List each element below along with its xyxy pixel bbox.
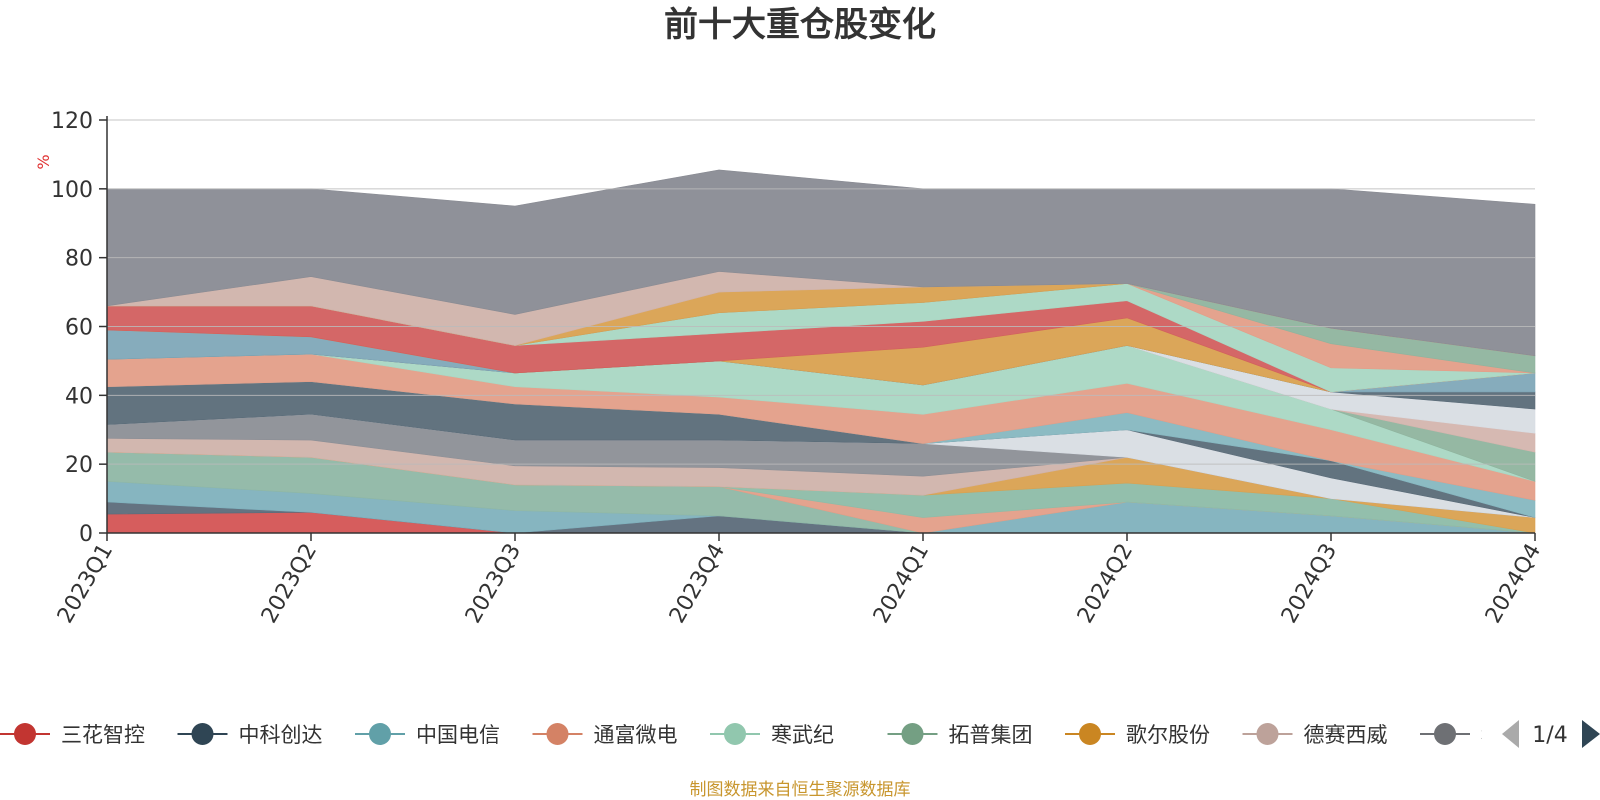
legend-prev-icon[interactable] — [1502, 720, 1519, 748]
y-axis-unit: % — [34, 154, 53, 169]
legend-item-7[interactable]: 歌尔股份 — [1065, 723, 1210, 747]
legend-label: 通富微电 — [594, 723, 678, 747]
legend-item-3[interactable]: 中国电信 — [355, 723, 500, 747]
grid-layer — [107, 119, 1535, 465]
legend-item-8[interactable]: 德赛西威 — [1242, 723, 1388, 747]
legend-page-indicator: 1/4 — [1532, 723, 1567, 748]
x-tick-label-2023Q2: 2023Q2 — [257, 540, 322, 628]
legend-pager-backdrop — [1482, 712, 1600, 758]
x-tick-label-2024Q2: 2024Q2 — [1073, 540, 1138, 628]
legend-marker-icon — [191, 723, 214, 745]
legend-label: 中国电信 — [416, 723, 500, 747]
x-tick-label-2023Q1: 2023Q1 — [53, 540, 118, 628]
legend-label: 寒武纪 — [771, 723, 834, 747]
x-tick-label-2024Q1: 2024Q1 — [869, 540, 934, 628]
legend-marker-icon — [14, 723, 36, 745]
y-tick-label-40: 40 — [65, 384, 93, 409]
y-tick-label-60: 60 — [65, 316, 93, 341]
x-tick-label-2024Q3: 2024Q3 — [1277, 540, 1342, 628]
legend-next-icon[interactable] — [1582, 720, 1600, 748]
legend-marker-icon — [901, 723, 924, 745]
area-series-27 — [106, 169, 1536, 357]
x-tick-label-2023Q3: 2023Q3 — [461, 540, 526, 628]
legend: 三花智控中科创达中国电信通富微电寒武纪拓普集团歌尔股份德赛西威科大1/4 — [0, 712, 1600, 758]
legend-label: 德赛西威 — [1304, 723, 1388, 747]
y-tick-label-0: 0 — [79, 522, 93, 547]
area-layer — [106, 169, 1536, 534]
legend-marker-icon — [724, 723, 746, 745]
legend-label: 中科创达 — [239, 723, 323, 747]
legend-item-4[interactable]: 通富微电 — [532, 723, 678, 747]
x-tick-label-2024Q4: 2024Q4 — [1481, 540, 1546, 628]
source-note: 制图数据来自恒生聚源数据库 — [690, 780, 911, 800]
legend-marker-icon — [369, 723, 391, 745]
x-tick-label-2023Q4: 2023Q4 — [665, 540, 730, 628]
legend-item-6[interactable]: 拓普集团 — [887, 723, 1033, 747]
chart-title: 前十大重仓股变化 — [664, 5, 936, 45]
legend-label: 歌尔股份 — [1126, 723, 1210, 747]
legend-item-2[interactable]: 中科创达 — [177, 723, 323, 747]
legend-marker-icon — [546, 723, 569, 745]
y-tick-label-100: 100 — [51, 178, 93, 203]
legend-marker-icon — [1079, 723, 1101, 745]
y-tick-label-80: 80 — [65, 247, 93, 272]
y-tick-label-120: 120 — [51, 109, 93, 134]
legend-marker-icon — [1434, 723, 1456, 745]
legend-item-1[interactable]: 三花智控 — [0, 723, 145, 747]
legend-item-5[interactable]: 寒武纪 — [710, 723, 834, 747]
legend-label: 三花智控 — [61, 723, 145, 747]
y-tick-label-20: 20 — [65, 453, 93, 478]
legend-label: 拓普集团 — [949, 723, 1033, 747]
legend-marker-icon — [1256, 723, 1279, 745]
